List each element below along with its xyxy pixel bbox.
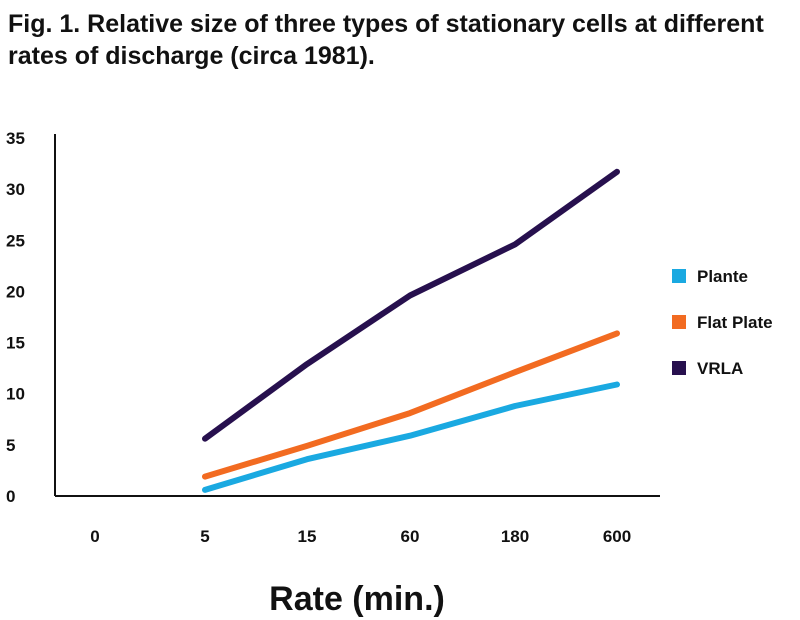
series-lines — [202, 168, 620, 493]
chart-title: Fig. 1. Relative size of three types of … — [8, 10, 764, 70]
y-tick-label: 15 — [6, 334, 25, 353]
y-tick-label: 35 — [6, 129, 25, 148]
series-line-flat-plate — [202, 330, 620, 480]
y-tick-label: 30 — [6, 180, 25, 199]
series-line-vrla — [202, 168, 620, 442]
series-line-plante — [202, 381, 620, 493]
x-tick-labels: 0 5 15 60 180 600 — [90, 527, 631, 546]
legend: Plante Flat Plate VRLA — [672, 267, 773, 378]
legend-label-flat-plate: Flat Plate — [697, 313, 773, 332]
x-axis-label: Rate (min.) — [269, 580, 445, 618]
axes — [54, 134, 660, 497]
y-tick-label: 10 — [6, 385, 25, 404]
legend-swatch-vrla — [672, 361, 686, 375]
x-tick-label: 15 — [298, 527, 317, 546]
y-tick-label: 5 — [6, 436, 15, 455]
x-tick-label: 60 — [401, 527, 420, 546]
y-tick-label: 20 — [6, 282, 25, 301]
legend-swatch-flat-plate — [672, 315, 686, 329]
x-tick-label: 600 — [603, 527, 631, 546]
legend-label-plante: Plante — [697, 267, 748, 286]
x-tick-label: 0 — [90, 527, 99, 546]
legend-swatch-plante — [672, 269, 686, 283]
x-tick-label: 180 — [501, 527, 529, 546]
y-tick-labels: 0 5 10 15 20 25 30 35 — [6, 129, 25, 506]
y-tick-label: 25 — [6, 231, 25, 250]
y-tick-label: 0 — [6, 487, 15, 506]
x-tick-label: 5 — [200, 527, 209, 546]
legend-label-vrla: VRLA — [697, 359, 743, 378]
